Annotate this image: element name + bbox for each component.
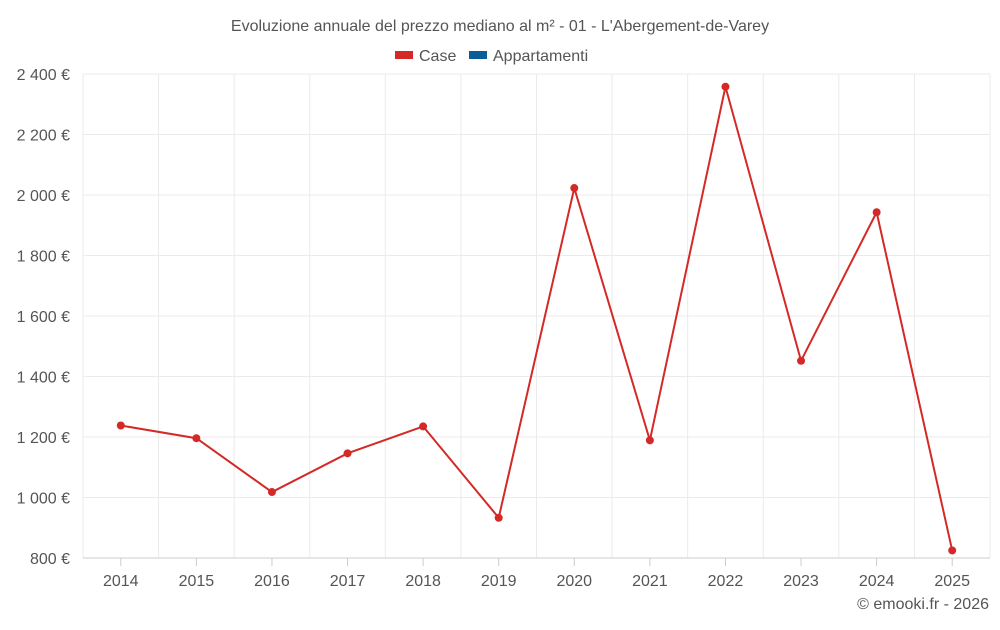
data-point[interactable] — [948, 546, 957, 555]
y-tick-label: 1 600 € — [17, 309, 70, 326]
y-tick-label: 1 400 € — [17, 370, 70, 387]
x-tick-label: 2016 — [254, 573, 290, 590]
series-case — [116, 82, 957, 555]
x-tick-label: 2023 — [783, 573, 819, 590]
x-tick-label: 2015 — [179, 573, 215, 590]
data-point[interactable] — [343, 449, 352, 458]
y-tick-label: 2 400 € — [17, 67, 70, 84]
x-tick-label: 2019 — [481, 573, 517, 590]
x-tick-label: 2022 — [708, 573, 744, 590]
data-point[interactable] — [419, 422, 428, 431]
chart-title: Evoluzione annuale del prezzo mediano al… — [231, 18, 769, 35]
x-tick-label: 2018 — [405, 573, 441, 590]
y-tick-label: 2 200 € — [17, 128, 70, 145]
x-tick-label: 2014 — [103, 573, 139, 590]
legend-label-appartamenti: Appartamenti — [493, 48, 588, 65]
legend-item-case[interactable]: Case — [395, 48, 456, 65]
x-tick-label: 2017 — [330, 573, 366, 590]
y-tick-label: 1 000 € — [17, 491, 70, 508]
data-point[interactable] — [267, 488, 276, 497]
x-tick-label: 2021 — [632, 573, 668, 590]
data-point[interactable] — [116, 421, 125, 430]
credit-text: © emooki.fr - 2026 — [857, 596, 989, 613]
grid — [82, 73, 991, 559]
y-tick-label: 800 € — [30, 551, 70, 568]
legend-item-appartamenti[interactable]: Appartamenti — [469, 48, 588, 65]
data-point[interactable] — [645, 436, 654, 445]
data-point[interactable] — [570, 184, 579, 193]
legend: Case Appartamenti — [395, 48, 588, 65]
data-point[interactable] — [721, 82, 730, 91]
legend-swatch-case — [395, 51, 413, 59]
data-point[interactable] — [192, 434, 201, 443]
y-axis: 800 € 1 000 € 1 200 € 1 400 € 1 600 € 1 800 €… — [17, 67, 70, 568]
x-tick-label: 2020 — [556, 573, 592, 590]
legend-label-case: Case — [419, 48, 456, 65]
data-point[interactable] — [494, 513, 503, 522]
y-tick-label: 1 200 € — [17, 430, 70, 447]
x-tick-label: 2025 — [934, 573, 970, 590]
series-line-case — [120, 86, 954, 551]
y-tick-label: 1 800 € — [17, 249, 70, 266]
x-tick-label: 2024 — [859, 573, 895, 590]
data-point[interactable] — [797, 356, 806, 365]
data-point[interactable] — [872, 208, 881, 217]
x-axis: 2014 2015 2016 2017 2018 2019 2020 2021 2022 2023… — [83, 557, 990, 590]
legend-swatch-appartamenti — [469, 51, 487, 59]
y-tick-label: 2 000 € — [17, 188, 70, 205]
